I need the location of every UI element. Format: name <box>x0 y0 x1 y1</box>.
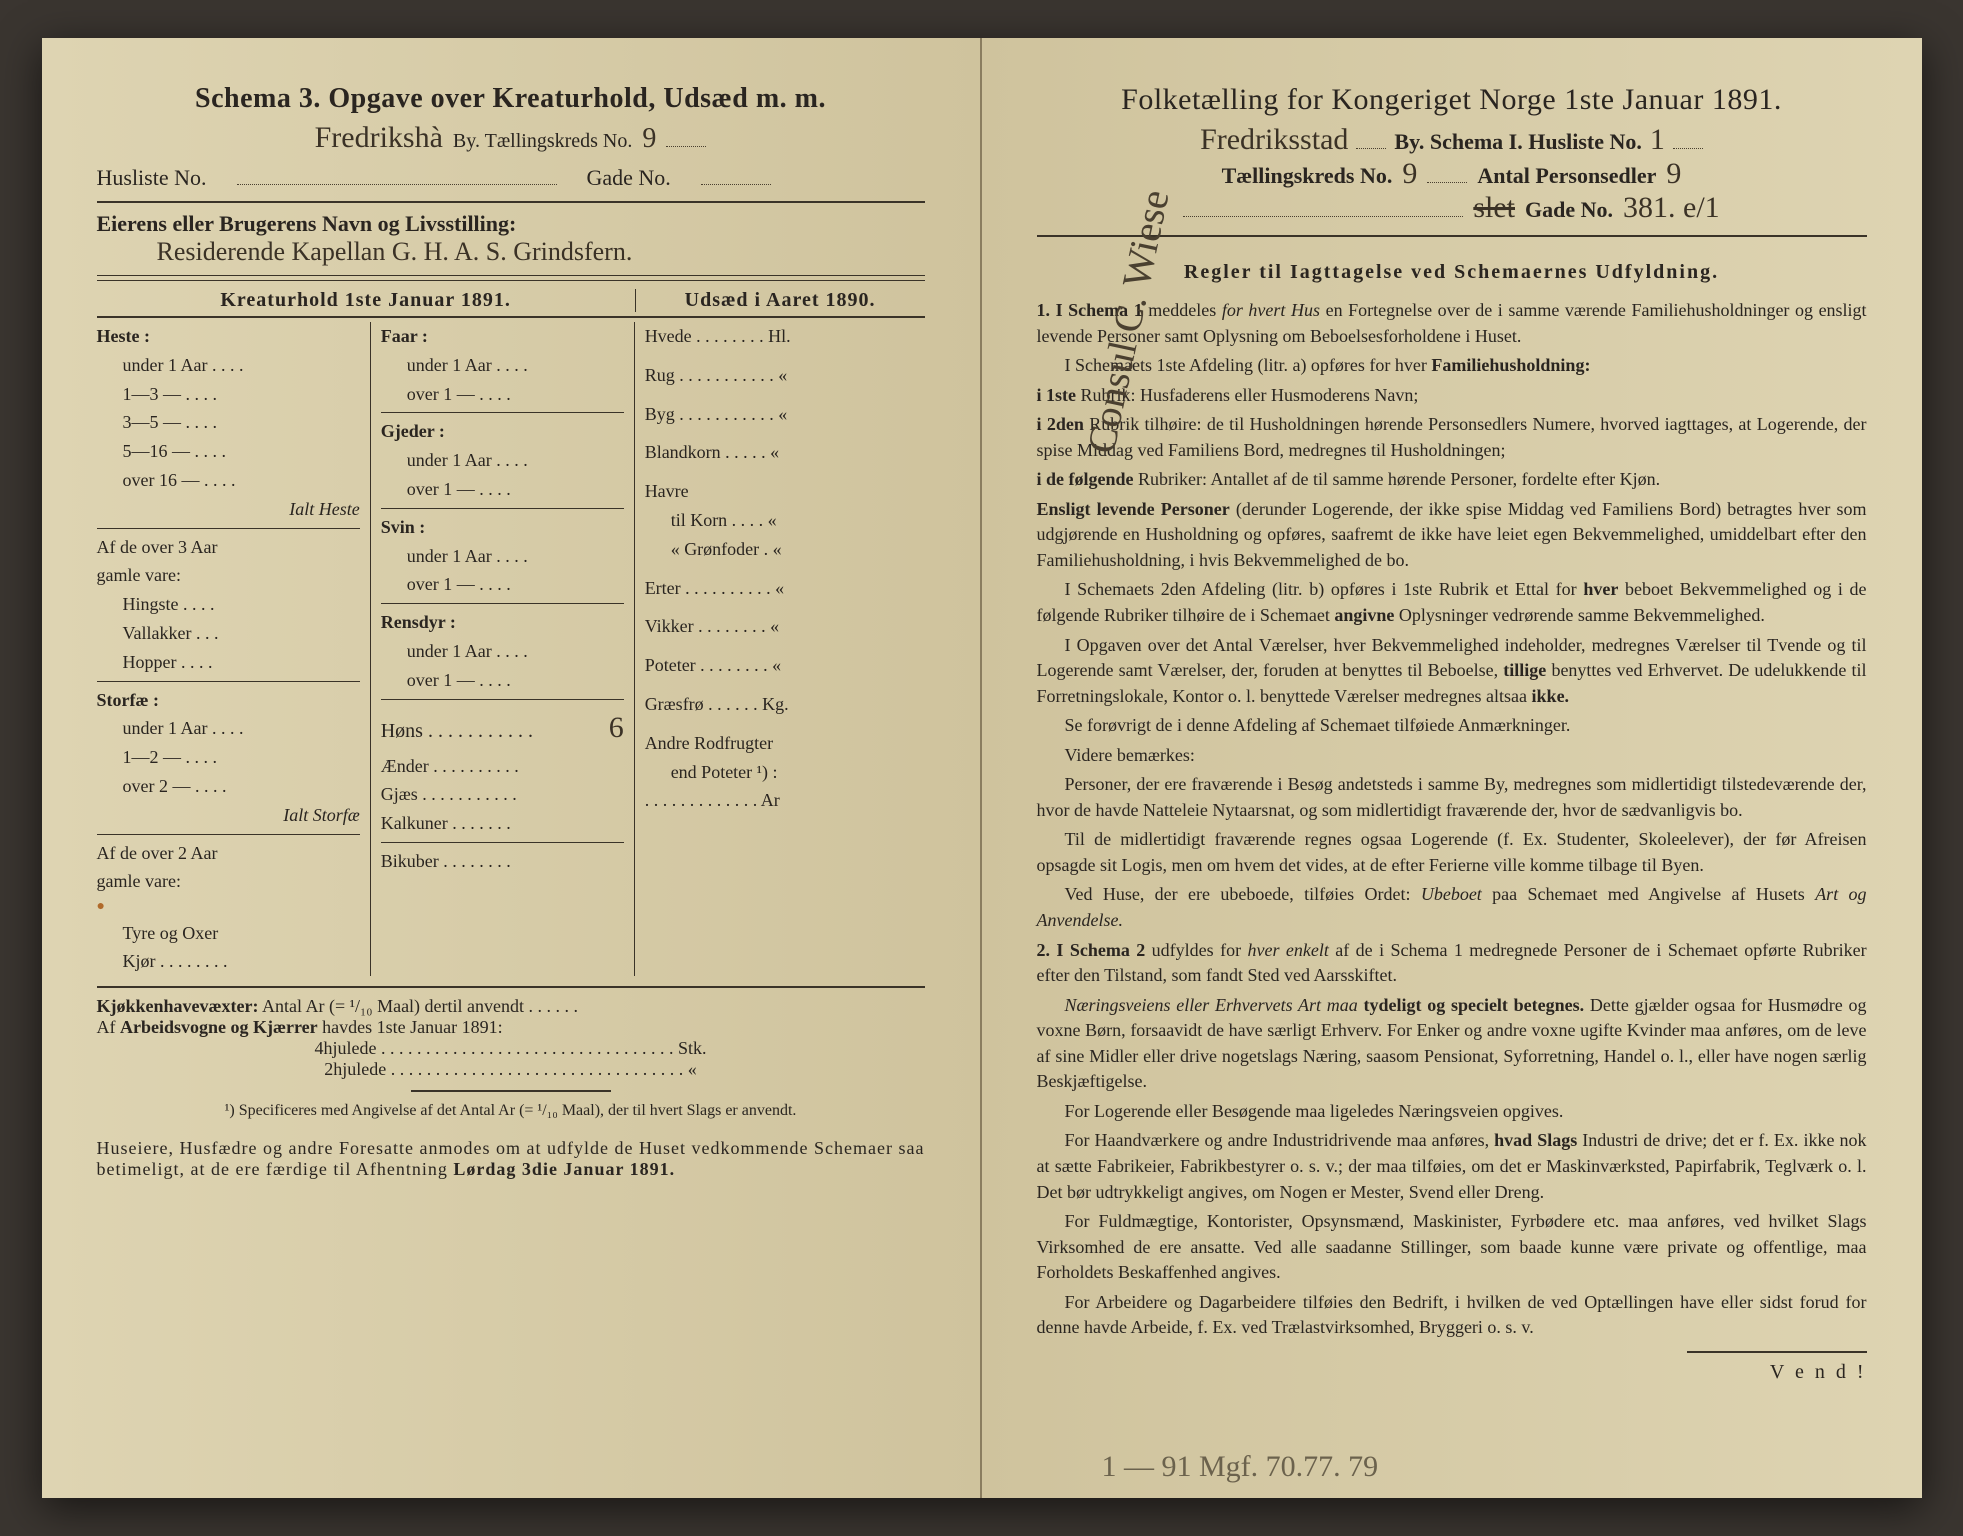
pencil-note: 1 — 91 Mgf. 70.77. 79 <box>1102 1450 1379 1484</box>
left-page: Schema 3. Opgave over Kreaturhold, Udsæd… <box>42 38 982 1498</box>
gade-label: Gade No. <box>587 165 671 191</box>
right-page: Consul C. Wiese Folketælling for Kongeri… <box>982 38 1922 1498</box>
footnote: ¹) Specificeres med Angivelse af det Ant… <box>97 1102 925 1120</box>
rules-body: 1. I Schema 1 meddeles for hvert Hus en … <box>1037 298 1867 1341</box>
right-title: Folketælling for Kongeriget Norge 1ste J… <box>1037 83 1867 117</box>
owner-label: Eierens eller Brugerens Navn og Livsstil… <box>97 211 925 237</box>
col-head-left: Kreaturhold 1ste Januar 1891. <box>97 289 635 312</box>
r-gade-no: 381. e/1 <box>1623 191 1720 225</box>
owner-hand: Residerende Kapellan G. H. A. S. Grindsf… <box>157 237 633 267</box>
closing: Huseiere, Husfædre og andre Foresatte an… <box>97 1138 925 1180</box>
vend: V e n d ! <box>1037 1361 1867 1384</box>
arbeidsvogne: Af Arbeidsvogne og Kjærrer havdes 1ste J… <box>97 1017 925 1038</box>
livestock-table: Heste : under 1 Aar . . . . 1—3 — . . . … <box>97 322 925 976</box>
kjokken-line: Kjøkkenhavevæxter: Antal Ar (= ¹/₁₀ Maal… <box>97 996 925 1017</box>
slet: slet <box>1473 191 1515 225</box>
left-title: Schema 3. Opgave over Kreaturhold, Udsæd… <box>97 83 925 115</box>
r-antal: 9 <box>1666 157 1681 191</box>
book-spread: Schema 3. Opgave over Kreaturhold, Udsæd… <box>42 38 1922 1498</box>
city-handwritten: Fredrikshà <box>315 121 443 155</box>
hons-value: 6 <box>609 704 624 752</box>
kreds-no: 9 <box>642 123 656 155</box>
col-head-right: Udsæd i Aaret 1890. <box>635 289 925 312</box>
r-city: Fredriksstad <box>1200 123 1348 157</box>
r-kreds-no: 9 <box>1402 157 1417 191</box>
r-husliste-no: 1 <box>1650 123 1665 157</box>
by-label: By. Tællingskreds No. <box>453 130 632 153</box>
husliste-label: Husliste No. <box>97 165 207 191</box>
